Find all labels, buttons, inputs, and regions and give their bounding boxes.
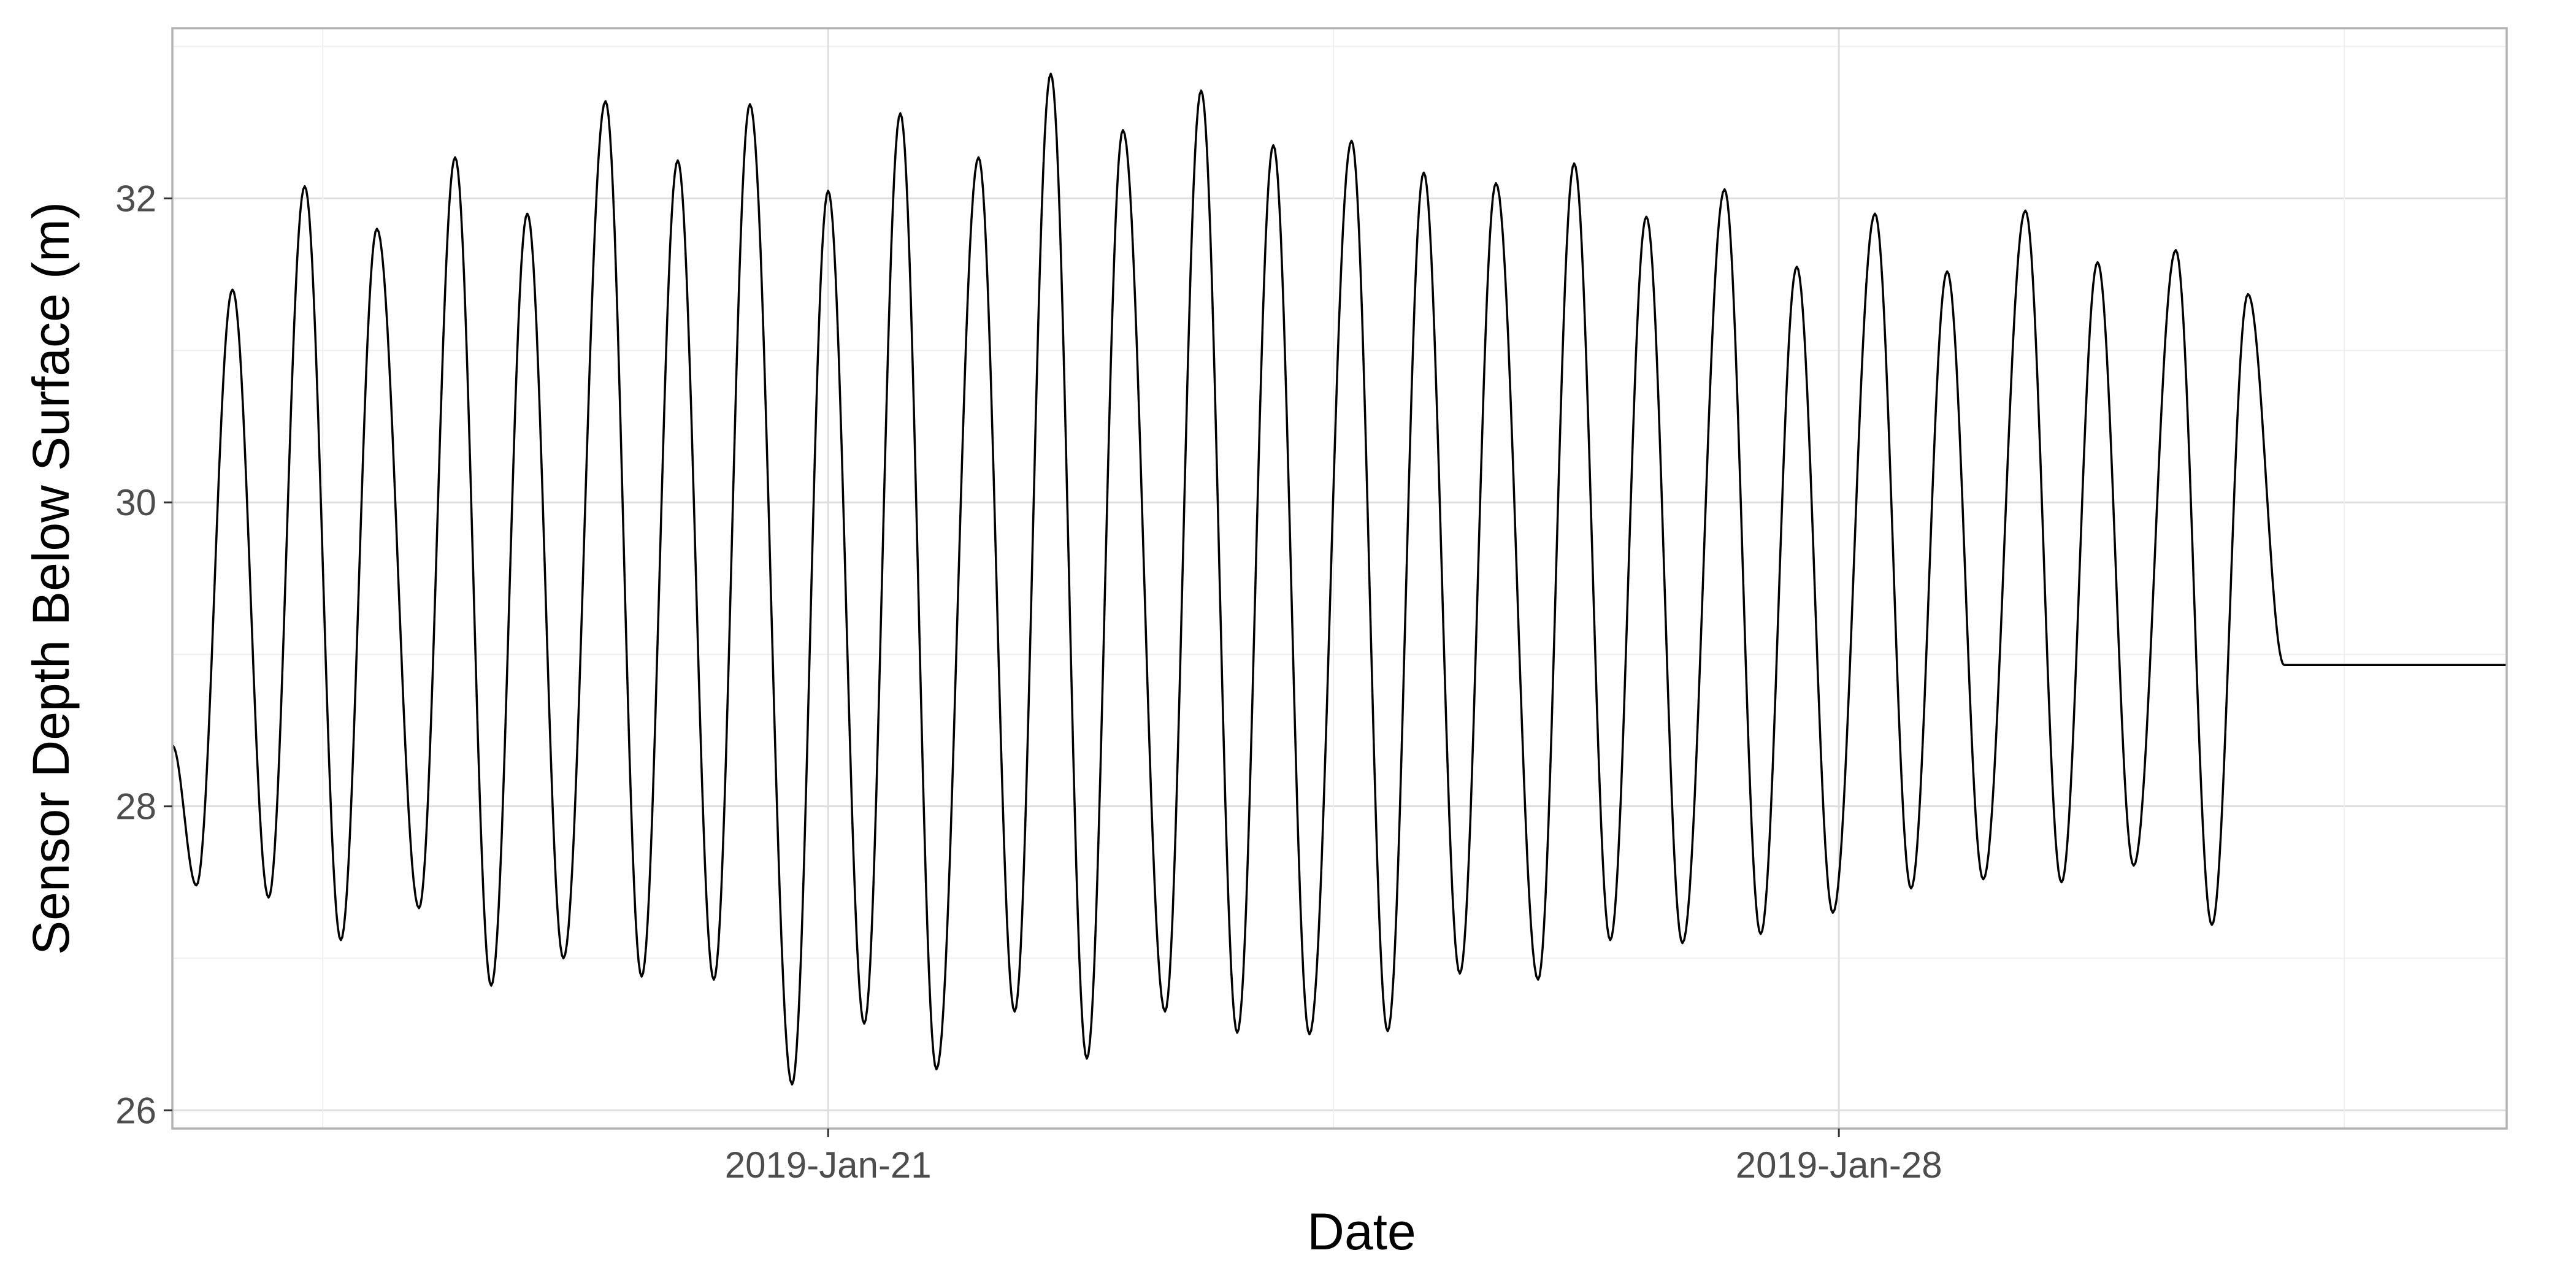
y-axis-ticks: 26 28 30 32: [115, 178, 172, 1131]
y-tick-label: 32: [115, 178, 156, 220]
x-tick-label: 2019-Jan-21: [725, 1144, 932, 1186]
depth-series-line: [172, 72, 2507, 1086]
y-axis-title: Sensor Depth Below Surface (m): [22, 202, 80, 955]
y-tick-label: 28: [115, 786, 156, 827]
series-layer: [172, 72, 2507, 1086]
x-axis-title: Date: [1307, 1203, 1416, 1260]
plot-background: [172, 28, 2507, 1129]
y-tick-label: 30: [115, 482, 156, 523]
y-tick-label: 26: [115, 1090, 156, 1131]
plot-border: [171, 27, 2508, 1130]
x-axis-ticks: 2019-Jan-21 2019-Jan-28: [725, 1129, 1942, 1186]
x-tick-label: 2019-Jan-28: [1736, 1144, 1942, 1186]
grid-lines: [172, 28, 2507, 1129]
